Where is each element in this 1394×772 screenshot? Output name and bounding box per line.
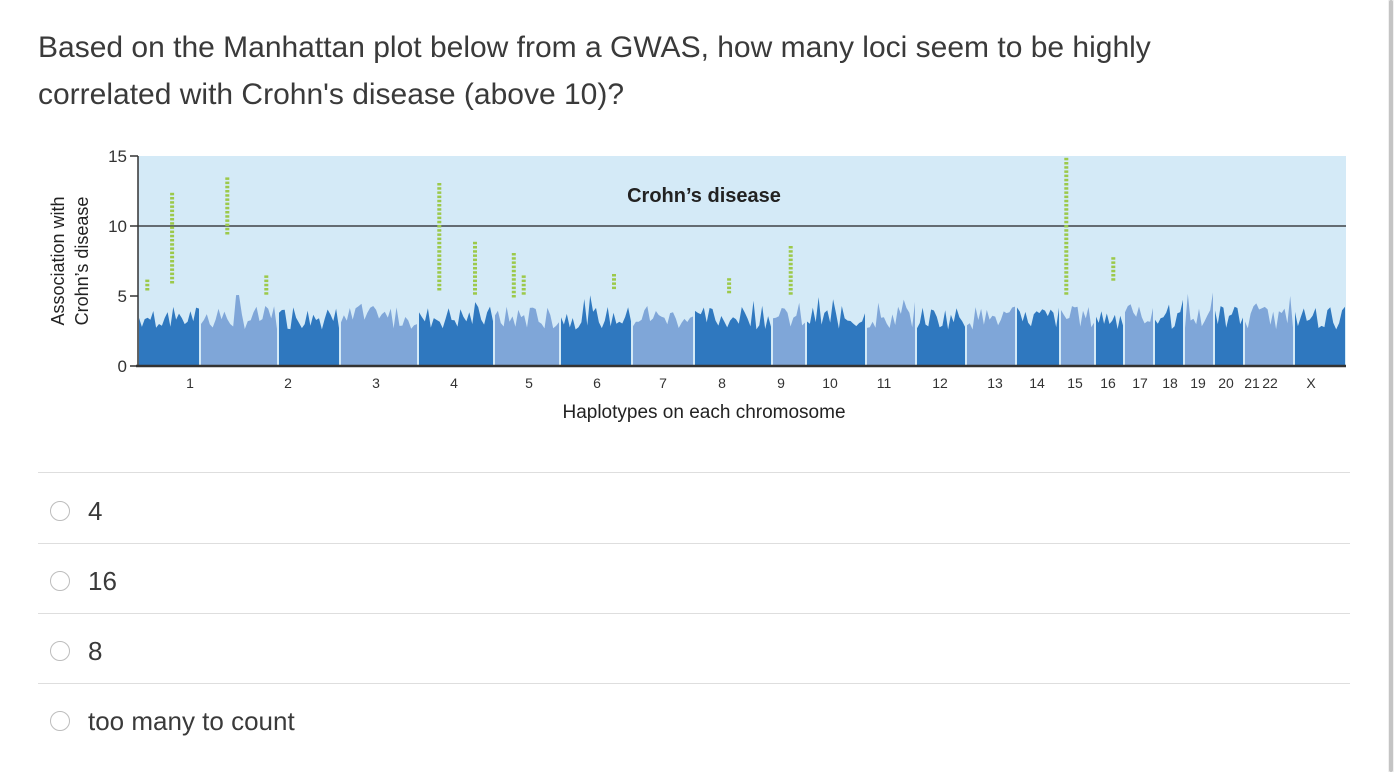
chromosome-3-peaks xyxy=(279,307,339,366)
chromosome-label-5: 5 xyxy=(525,375,533,391)
chromosome-16-peaks xyxy=(1061,306,1094,366)
answer-option-8[interactable]: 8 xyxy=(38,621,1350,681)
answer-option-label: 8 xyxy=(88,635,103,666)
hit-locus-chr-5 xyxy=(437,183,442,291)
chromosome-13-peaks xyxy=(917,307,965,366)
hit-locus-chr-9 xyxy=(727,278,732,294)
chromosome-label-6: 6 xyxy=(593,375,601,391)
chromosome-14-peaks xyxy=(967,306,1015,366)
x-axis-label: Haplotypes on each chromosome xyxy=(562,402,845,423)
chromosome-10-peaks xyxy=(773,302,805,366)
answer-option-too-many[interactable]: too many to count xyxy=(38,691,1350,751)
chromosome-1-peaks xyxy=(139,306,199,366)
scrollbar-thumb[interactable] xyxy=(1389,0,1393,772)
chromosome-20-peaks xyxy=(1185,292,1213,366)
answer-option-label: 16 xyxy=(88,565,117,596)
chromosome-label-7: 7 xyxy=(659,375,667,391)
hit-locus-chr-7 xyxy=(612,274,616,290)
chromosome-label-1: 1 xyxy=(186,375,194,391)
chromosome-21-peaks xyxy=(1215,306,1243,366)
chromosome-label-15: 15 xyxy=(1067,375,1083,391)
chromosome-8-peaks xyxy=(633,306,693,366)
chromosome-19-peaks xyxy=(1155,299,1183,366)
y-tick-label: 0 xyxy=(118,357,127,376)
chromosome-9-peaks xyxy=(695,300,771,366)
hit-locus-chr-1 xyxy=(170,192,175,284)
chromosome-label-8: 8 xyxy=(718,375,726,391)
hit-locus-chr-6 xyxy=(511,253,516,298)
radio-button[interactable] xyxy=(50,641,70,661)
chromosome-label-9: 9 xyxy=(777,375,785,391)
answer-option-label: too many to count xyxy=(88,705,295,736)
divider xyxy=(38,543,1350,544)
chromosome-label-4: 4 xyxy=(450,375,458,391)
answer-option-4[interactable]: 4 xyxy=(38,481,1350,541)
chromosome-7-peaks xyxy=(561,295,631,366)
radio-button[interactable] xyxy=(50,711,70,731)
chromosome-label-X: X xyxy=(1306,375,1316,391)
hit-locus-chr-2 xyxy=(264,275,269,295)
y-axis-label-line-1: Association with xyxy=(48,196,68,325)
chromosome-label-14: 14 xyxy=(1029,375,1045,391)
chromosome-X-peaks xyxy=(1295,306,1345,366)
chromosome-label-2: 2 xyxy=(284,375,292,391)
hit-locus-chr-6 xyxy=(521,275,526,295)
answer-option-label: 4 xyxy=(88,495,103,526)
chromosome-12-peaks xyxy=(867,299,915,366)
chromosome-label-10: 10 xyxy=(822,375,838,391)
chromosome-label-13: 13 xyxy=(987,375,1003,391)
chromosome-label-17: 17 xyxy=(1132,375,1148,391)
scrollbar[interactable] xyxy=(1388,0,1394,772)
hit-locus-chr-2 xyxy=(225,177,230,235)
chromosome-11-peaks xyxy=(807,297,865,366)
manhattan-plot: 0 5 10 15 1 2 3 4 5 6 7 8 9 10 11 12 13 14 15 16 17 18 19 20 21 2… xyxy=(0,140,1394,440)
divider xyxy=(38,613,1350,614)
y-tick-label: 5 xyxy=(118,287,127,306)
chromosome-2-peaks xyxy=(201,295,277,366)
chromosome-label-20: 20 xyxy=(1218,375,1234,391)
hit-locus-chr-17 xyxy=(1111,257,1116,281)
y-axis-label-line-2: Crohn’s disease xyxy=(72,197,92,326)
answer-option-16[interactable]: 16 xyxy=(38,551,1350,611)
chromosome-5-peaks xyxy=(419,302,493,366)
radio-button[interactable] xyxy=(50,501,70,521)
question-text: Based on the Manhattan plot below from a… xyxy=(38,31,1151,111)
hit-locus-chr-16 xyxy=(1064,157,1069,295)
chromosome-4-peaks xyxy=(341,303,417,366)
divider xyxy=(38,683,1350,684)
chromosome-label-22: 22 xyxy=(1262,375,1278,391)
hit-locus-chr-10 xyxy=(788,246,793,295)
radio-button[interactable] xyxy=(50,571,70,591)
chromosome-label-11: 11 xyxy=(877,375,892,391)
y-tick-label: 10 xyxy=(108,217,127,236)
chromosome-18-peaks xyxy=(1125,304,1153,366)
chromosome-label-18: 18 xyxy=(1162,375,1178,391)
chromosome-label-3: 3 xyxy=(372,375,380,391)
chromosome-label-16: 16 xyxy=(1100,375,1116,391)
chromosome-6-peaks xyxy=(495,306,559,366)
chromosome-label-19: 19 xyxy=(1190,375,1206,391)
hit-locus-chr-5 xyxy=(473,241,477,295)
divider xyxy=(38,472,1350,473)
chart-title: Crohn’s disease xyxy=(627,185,781,207)
chromosome-label-12: 12 xyxy=(932,375,948,391)
chromosome-22-peaks xyxy=(1245,295,1293,366)
chromosome-label-21: 21 xyxy=(1244,375,1260,391)
chromosome-15-peaks xyxy=(1017,307,1059,366)
hit-locus-chr-1 xyxy=(145,279,150,291)
y-tick-label: 15 xyxy=(108,147,127,166)
chromosome-17-peaks xyxy=(1096,311,1123,366)
